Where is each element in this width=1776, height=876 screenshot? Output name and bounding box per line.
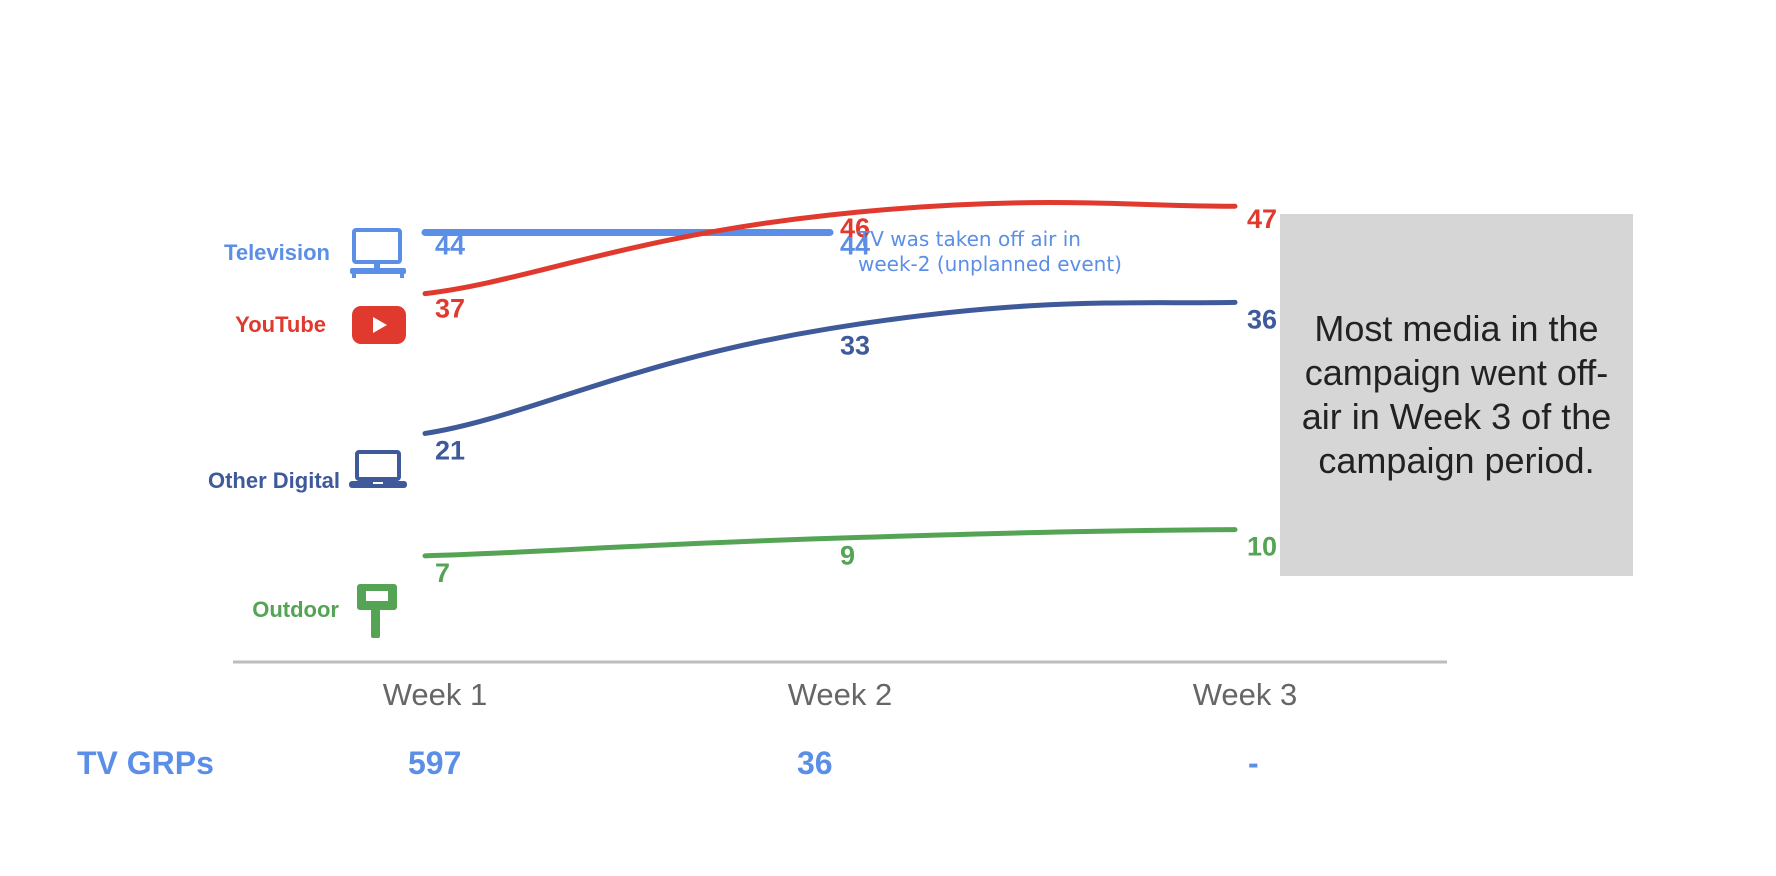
tv-grp-week3: -: [1248, 745, 1259, 781]
data-label: 9: [840, 540, 855, 570]
x-axis-labels: Week 1 Week 2 Week 3: [383, 677, 1298, 712]
data-label: 21: [435, 435, 465, 465]
series-line-other-digital: [422, 299, 1238, 436]
tv-grp-row: TV GRPs 597 36 -: [0, 745, 1776, 789]
data-label: 36: [1247, 304, 1277, 334]
tv-annotation: TV was taken off air in week-2 (unplanne…: [858, 227, 1122, 276]
x-tick-label: Week 1: [383, 677, 488, 712]
tv-icon: [350, 228, 406, 283]
data-label: 44: [840, 230, 870, 260]
callout-box: Most media in the campaign went off-air …: [1280, 214, 1633, 576]
tv-grp-week1: 597: [408, 745, 462, 781]
callout-text: Most media in the campaign went off-air …: [1301, 308, 1612, 481]
data-label: 37: [435, 294, 465, 324]
legend-label-other-digital: Other Digital: [207, 468, 340, 493]
tv-grp-week2: 36: [797, 745, 833, 781]
x-tick-label: Week 2: [788, 677, 893, 712]
point-labels: 44 44 37 46 47 21 33 36 7 9 10: [435, 204, 1277, 588]
data-label: 47: [1247, 204, 1277, 234]
tv-grp-label: TV GRPs: [77, 745, 214, 781]
data-label: 10: [1247, 532, 1277, 562]
series-line-youtube: [422, 200, 1238, 297]
signpost-icon: [355, 582, 399, 643]
data-label: 7: [435, 558, 450, 588]
data-label: 44: [435, 230, 465, 260]
series-line-outdoor: [422, 527, 1238, 559]
legend-label-outdoor: Outdoor: [252, 597, 339, 622]
data-label: 46: [840, 213, 870, 243]
laptop-icon: [349, 450, 407, 495]
legend-label-youtube: YouTube: [235, 312, 326, 337]
series-lines: [421, 200, 1238, 559]
legend-label-television: Television: [224, 240, 330, 265]
youtube-icon: [352, 306, 406, 349]
data-label: 33: [840, 331, 870, 361]
x-tick-label: Week 3: [1193, 677, 1298, 712]
